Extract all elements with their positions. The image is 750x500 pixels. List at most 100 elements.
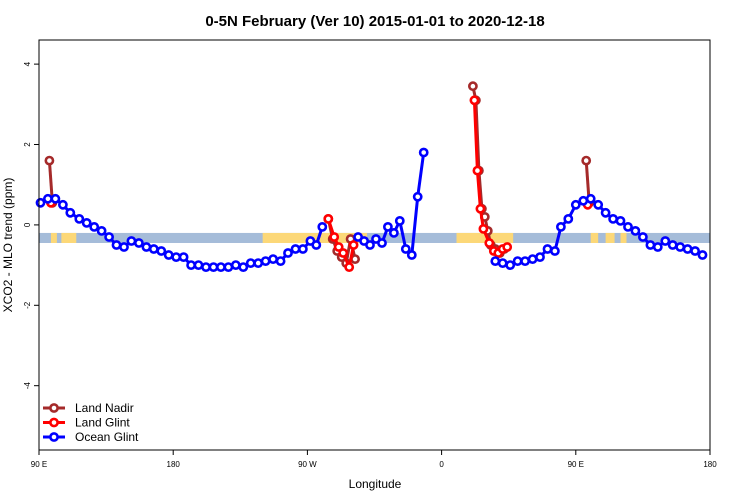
data-point-2-0-4 xyxy=(65,207,76,218)
data-point-2-0-32 xyxy=(275,256,286,266)
legend-marker-0 xyxy=(49,403,59,413)
x-tick-label-0: 90 E xyxy=(31,460,47,469)
y-tick-label-0: -4 xyxy=(23,382,32,390)
data-point-2-2-7 xyxy=(542,244,553,254)
land-band-0 xyxy=(50,232,57,243)
land-band-3 xyxy=(456,232,514,243)
data-point-2-2-21 xyxy=(645,240,656,250)
legend-marker-1 xyxy=(49,417,59,428)
data-point-2-0-25 xyxy=(223,262,234,272)
data-point-1-2-3 xyxy=(478,223,489,234)
data-point-2-0-8 xyxy=(96,225,107,236)
data-point-2-0-15 xyxy=(148,244,159,254)
chart-title: 0-5N February (Ver 10) 2015-01-01 to 202… xyxy=(205,13,544,30)
data-point-2-0-30 xyxy=(260,256,271,266)
data-point-2-0-5 xyxy=(74,213,85,224)
series-land-glint xyxy=(46,95,593,272)
data-point-2-2-19 xyxy=(630,225,641,236)
data-point-1-2-0 xyxy=(469,95,480,106)
legend-label-2: Ocean Glint xyxy=(75,430,139,444)
x-tick-label-4: 90 E xyxy=(568,460,584,469)
data-point-2-2-20 xyxy=(638,232,648,242)
data-point-1-2-1 xyxy=(472,165,483,176)
data-point-2-0-3 xyxy=(58,199,68,210)
data-point-1-1-1 xyxy=(329,232,340,242)
legend-marker-2 xyxy=(49,432,59,442)
data-point-2-2-14 xyxy=(593,199,604,210)
data-point-2-2-6 xyxy=(535,252,545,262)
series-ocean-glint xyxy=(35,147,708,272)
data-point-2-2-28 xyxy=(697,250,708,260)
series-layer xyxy=(35,81,708,272)
data-point-1-1-5 xyxy=(348,240,359,250)
data-point-1-1-3 xyxy=(338,248,349,258)
data-point-2-2-11 xyxy=(570,199,581,210)
data-point-2-0-38 xyxy=(317,221,328,232)
data-point-2-0-37 xyxy=(311,240,322,250)
data-point-2-2-0 xyxy=(490,256,501,266)
data-point-2-0-33 xyxy=(283,248,293,258)
data-point-2-0-10 xyxy=(111,240,122,250)
data-point-2-1-8 xyxy=(400,244,411,254)
data-point-2-0-19 xyxy=(178,252,189,262)
data-point-2-2-10 xyxy=(563,213,574,224)
data-point-2-2-23 xyxy=(660,236,671,246)
x-tick-label-3: 0 xyxy=(439,460,444,469)
data-point-2-0-17 xyxy=(163,250,174,260)
land-band-2 xyxy=(262,232,368,243)
data-point-2-2-12 xyxy=(578,195,589,206)
data-point-2-2-1 xyxy=(497,258,508,268)
land-band-1 xyxy=(61,232,77,243)
data-point-2-2-15 xyxy=(600,207,611,218)
x-axis: 90 E 180 90 W 0 90 E 180 xyxy=(31,450,717,469)
y-tick-label-4: 4 xyxy=(23,61,32,66)
data-point-1-1-0 xyxy=(323,213,334,224)
y-axis-label: XCO2 - MLO trend (ppm) xyxy=(1,178,15,313)
data-point-2-0-12 xyxy=(126,236,137,246)
legend-label-0: Land Nadir xyxy=(75,401,134,415)
x-tick-label-2: 90 W xyxy=(298,460,317,469)
data-point-2-0-24 xyxy=(215,262,226,272)
data-point-2-2-17 xyxy=(615,215,626,226)
data-point-2-2-2 xyxy=(505,260,516,270)
x-axis-label: Longitude xyxy=(349,477,402,491)
data-point-2-1-7 xyxy=(394,215,405,226)
land-band-6 xyxy=(620,232,627,243)
data-point-0-2-0 xyxy=(467,81,478,92)
data-point-2-0-35 xyxy=(297,244,308,254)
data-point-2-0-28 xyxy=(245,258,256,268)
data-point-2-1-6 xyxy=(388,227,399,238)
data-point-2-0-6 xyxy=(81,217,92,228)
data-point-2-0-14 xyxy=(141,242,152,252)
data-point-0-3-0 xyxy=(581,155,592,166)
data-point-2-0-13 xyxy=(133,238,144,248)
data-point-2-2-9 xyxy=(556,221,566,232)
data-point-2-1-4 xyxy=(377,238,387,248)
land-band-4 xyxy=(590,232,599,243)
data-point-2-0-2 xyxy=(50,193,61,204)
data-point-1-1-2 xyxy=(333,242,344,252)
y-tick-label-3: 2 xyxy=(23,142,32,147)
data-point-2-0-7 xyxy=(89,221,100,232)
data-point-2-2-22 xyxy=(652,242,663,252)
data-point-2-2-18 xyxy=(623,221,633,232)
data-point-2-0-1 xyxy=(43,193,53,204)
data-point-2-2-8 xyxy=(550,246,560,256)
data-point-2-0-21 xyxy=(193,260,204,270)
data-point-2-1-2 xyxy=(365,240,375,250)
y-tick-label-2: 0 xyxy=(23,222,32,227)
data-point-1-2-8 xyxy=(502,242,513,252)
data-point-1-1-4 xyxy=(344,262,355,272)
x-tick-label-5: 180 xyxy=(703,460,717,469)
data-point-2-0-11 xyxy=(119,242,129,252)
data-point-2-0-29 xyxy=(253,258,264,268)
data-point-2-2-3 xyxy=(512,256,523,266)
data-point-2-2-16 xyxy=(608,213,618,224)
data-point-2-1-11 xyxy=(418,147,429,158)
data-point-2-2-5 xyxy=(527,254,538,264)
data-point-0-0-0 xyxy=(44,155,55,166)
x-tick-label-1: 180 xyxy=(167,460,181,469)
legend-label-1: Land Glint xyxy=(75,416,130,430)
